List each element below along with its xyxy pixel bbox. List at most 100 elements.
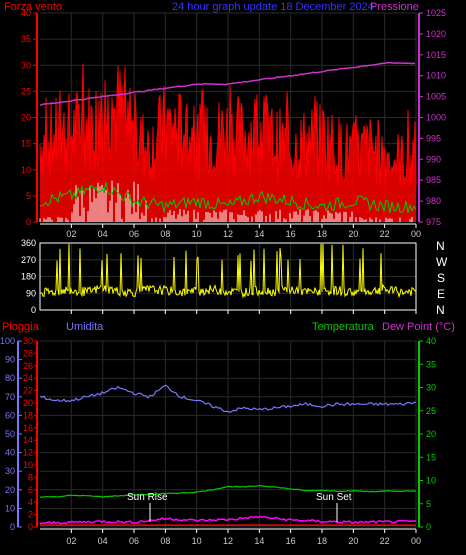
- top-x-tick-label: 02: [66, 229, 76, 239]
- dir-y-tick-label: 0: [31, 305, 36, 315]
- top-x-tick-label: 00: [411, 229, 421, 239]
- bot-x-tick-label: 12: [223, 536, 233, 546]
- wind-y-tick-label: 30: [21, 60, 31, 70]
- temperature-y-tick-label: 10: [426, 476, 436, 486]
- pressure-y-tick-label: 1020: [426, 29, 446, 39]
- chart-title: 24 hour graph update 18 December 2024: [172, 1, 374, 13]
- rain-y-tick-label: 12: [23, 448, 33, 458]
- rain-y-tick-label: 6: [28, 485, 33, 495]
- bot-x-tick-label: 16: [286, 536, 296, 546]
- humidity-y-tick-label: 0: [10, 522, 15, 532]
- wind-axis-title: Forza vento: [4, 1, 62, 13]
- wind-direction-line: [39, 243, 417, 299]
- top-x-tick-label: 08: [160, 229, 170, 239]
- sunset-label: Sun Set: [316, 492, 352, 503]
- dewpoint-line: [39, 515, 417, 525]
- dir-letter-n-bottom: N: [436, 303, 445, 317]
- bot-x-tick-label: 02: [66, 536, 76, 546]
- rain-y-tick-label: 2: [28, 510, 33, 520]
- top-x-tick-label: 04: [98, 229, 108, 239]
- rain-y-tick-label: 26: [23, 361, 33, 371]
- rain-y-tick-label: 14: [23, 435, 33, 445]
- rain-y-tick-label: 30: [23, 336, 33, 346]
- humidity-y-tick-label: 50: [5, 429, 15, 439]
- pressure-y-tick-label: 980: [426, 196, 441, 206]
- rain-y-tick-label: 4: [28, 497, 33, 507]
- humidity-line: [39, 384, 417, 413]
- rain-y-tick-label: 10: [23, 460, 33, 470]
- temperature-y-tick-label: 0: [426, 522, 431, 532]
- humidity-y-tick-label: 80: [5, 373, 15, 383]
- humidity-axis-title: Umidita: [66, 321, 104, 333]
- top-x-tick-label: 06: [129, 229, 139, 239]
- rain-y-tick-label: 28: [23, 348, 33, 358]
- rain-y-tick-label: 20: [23, 398, 33, 408]
- rain-y-tick-label: 8: [28, 472, 33, 482]
- top-x-tick-label: 14: [254, 229, 264, 239]
- temperature-y-tick-label: 30: [426, 383, 436, 393]
- bot-x-tick-label: 04: [98, 536, 108, 546]
- wind-y-tick-label: 25: [21, 86, 31, 96]
- temperature-line: [40, 484, 417, 498]
- wind-y-tick-label: 20: [21, 113, 31, 123]
- bot-x-tick-label: 00: [411, 536, 421, 546]
- pressure-y-tick-label: 1015: [426, 50, 446, 60]
- bot-x-tick-label: 08: [160, 536, 170, 546]
- temperature-axis-title: Temperatura: [312, 321, 375, 333]
- bot-x-tick-label: 20: [348, 536, 358, 546]
- dir-letter-n-top: N: [436, 239, 445, 253]
- humidity-y-tick-label: 100: [0, 336, 15, 346]
- top-x-tick-label: 12: [223, 229, 233, 239]
- wind-pressure-panel: 0510152025303540975980985990995100010051…: [21, 8, 446, 239]
- rain-y-tick-label: 24: [23, 373, 33, 383]
- pressure-y-tick-label: 1025: [426, 8, 446, 18]
- wind-speed-line: [39, 63, 417, 187]
- humidity-y-tick-label: 90: [5, 355, 15, 365]
- pressure-line: [39, 61, 416, 106]
- dir-y-tick-label: 270: [21, 255, 36, 265]
- dir-letter-e: E: [437, 287, 445, 301]
- wind-direction-panel: 0 90 180 270 360: [21, 238, 417, 315]
- wind-y-tick-label: 15: [21, 139, 31, 149]
- wind-y-tick-label: 10: [21, 165, 31, 175]
- humidity-y-tick-label: 60: [5, 410, 15, 420]
- humidity-temperature-panel: 0102030405060708090100024681012141618202…: [0, 336, 436, 546]
- dir-y-tick-label: 180: [21, 272, 36, 282]
- humidity-y-tick-label: 20: [5, 485, 15, 495]
- rain-y-tick-label: 22: [23, 386, 33, 396]
- dir-letter-s: S: [437, 271, 445, 285]
- dir-y-tick-label: 90: [26, 288, 36, 298]
- wind-y-tick-label: 5: [26, 191, 31, 201]
- wind-average-line: [39, 182, 417, 213]
- top-x-tick-label: 16: [286, 229, 296, 239]
- humidity-y-tick-label: 40: [5, 448, 15, 458]
- wind-y-tick-label: 35: [21, 34, 31, 44]
- bot-x-tick-label: 14: [254, 536, 264, 546]
- bot-x-tick-label: 10: [192, 536, 202, 546]
- pressure-y-tick-label: 990: [426, 154, 441, 164]
- wind-y-tick-label: 40: [21, 8, 31, 18]
- bot-x-tick-label: 06: [129, 536, 139, 546]
- temperature-y-tick-label: 20: [426, 429, 436, 439]
- dir-letter-w: W: [436, 255, 448, 269]
- temperature-y-tick-label: 35: [426, 359, 436, 369]
- sunrise-label: Sun Rise: [127, 492, 168, 503]
- rain-y-tick-label: 18: [23, 410, 33, 420]
- humidity-y-tick-label: 30: [5, 466, 15, 476]
- bot-x-tick-label: 22: [380, 536, 390, 546]
- pressure-y-tick-label: 985: [426, 175, 441, 185]
- humidity-y-tick-label: 10: [5, 503, 15, 513]
- pressure-y-tick-label: 975: [426, 217, 441, 227]
- top-x-tick-label: 10: [192, 229, 202, 239]
- pressure-y-tick-label: 1005: [426, 92, 446, 102]
- dir-y-tick-label: 360: [21, 238, 36, 248]
- temperature-y-tick-label: 40: [426, 336, 436, 346]
- top-x-tick-label: 18: [317, 229, 327, 239]
- rain-y-tick-label: 16: [23, 423, 33, 433]
- temperature-y-tick-label: 5: [426, 499, 431, 509]
- temperature-y-tick-label: 25: [426, 406, 436, 416]
- temperature-y-tick-label: 15: [426, 452, 436, 462]
- dewpoint-axis-title: Dew Point (°C): [382, 321, 455, 333]
- pressure-y-tick-label: 995: [426, 133, 441, 143]
